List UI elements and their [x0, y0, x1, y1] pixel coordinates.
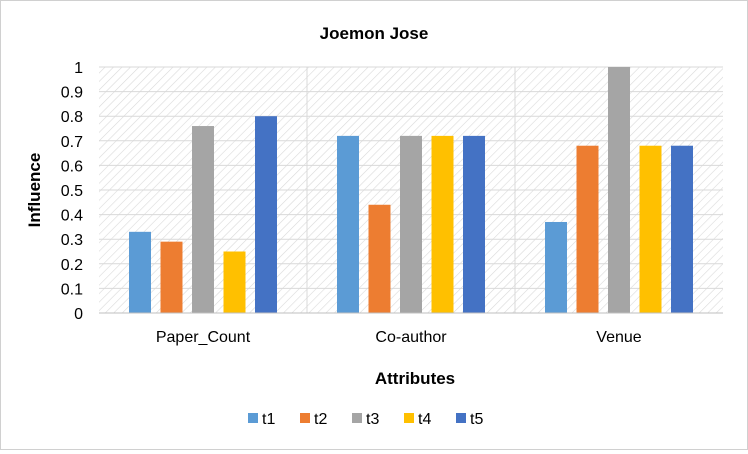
y-tick-label: 1 [74, 60, 83, 77]
y-tick-label: 0.8 [61, 109, 83, 126]
x-tick-label: Paper_Count [156, 329, 251, 346]
legend: t1 t2 t3 t4 t5 [248, 411, 483, 428]
bar-t3-Co-author [400, 135, 422, 313]
legend-swatch-t2 [300, 413, 310, 423]
bar-t3-Venue [608, 67, 630, 313]
bar-t1-Co-author [337, 135, 359, 313]
bar-t4-Venue [639, 145, 662, 313]
bar-t4-Paper_Count [223, 251, 246, 313]
legend-label: t1 [262, 411, 275, 428]
bar-t4-Co-author [431, 135, 454, 313]
bar-t5-Venue [671, 145, 693, 313]
y-tick-label: 0.9 [61, 85, 83, 102]
x-tick-label: Co-author [375, 329, 447, 346]
legend-swatch-t5 [456, 413, 466, 423]
legend-label: t3 [366, 411, 379, 428]
legend-swatch-t3 [352, 413, 362, 423]
bar-t3-Paper_Count [192, 126, 214, 313]
bars [129, 67, 693, 313]
bar-t2-Paper_Count [160, 241, 183, 313]
y-tick-label: 0.5 [61, 183, 83, 200]
legend-label: t2 [314, 411, 327, 428]
bar-t2-Co-author [368, 204, 391, 313]
y-tick-label: 0.6 [61, 158, 83, 175]
y-tick-label: 0.3 [61, 232, 83, 249]
legend-swatch-t1 [248, 413, 258, 423]
y-axis-tick-labels: 0 0.1 0.2 0.3 0.4 0.5 0.6 0.7 0.8 0.9 1 [61, 60, 83, 323]
bar-t5-Co-author [463, 135, 485, 313]
y-tick-label: 0 [74, 306, 83, 323]
legend-label: t4 [418, 411, 431, 428]
bar-t1-Paper_Count [129, 231, 151, 313]
y-tick-label: 0.7 [61, 134, 83, 151]
bar-t1-Venue [545, 221, 567, 313]
y-tick-label: 0.1 [61, 281, 83, 298]
y-tick-label: 0.2 [61, 257, 83, 274]
x-axis-tick-labels: Paper_Count Co-author Venue [156, 329, 642, 346]
y-axis-title: Influence [25, 153, 44, 228]
bar-t5-Paper_Count [255, 116, 277, 313]
legend-label: t5 [470, 411, 483, 428]
legend-swatch-t4 [404, 413, 414, 423]
y-tick-label: 0.4 [61, 208, 83, 225]
chart-title: Joemon Jose [320, 24, 429, 43]
bar-t2-Venue [576, 145, 599, 313]
x-tick-label: Venue [596, 329, 641, 346]
x-axis-title: Attributes [375, 369, 455, 388]
